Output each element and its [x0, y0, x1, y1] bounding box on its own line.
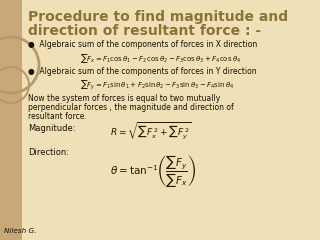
- Text: $\theta = \tan^{-1}\!\left(\dfrac{\sum F_y}{\sum F_x}\right)$: $\theta = \tan^{-1}\!\left(\dfrac{\sum F…: [110, 153, 196, 189]
- Text: $R = \sqrt{\sum F_x^{\,2} + \sum F_y^{\,2}}$: $R = \sqrt{\sum F_x^{\,2} + \sum F_y^{\,…: [110, 120, 191, 141]
- Text: direction of resultant force : -: direction of resultant force : -: [28, 24, 261, 38]
- Text: $\sum F_y = F_1\sin\theta_1 + F_2\sin\theta_2 - F_3\sin\theta_3 - F_4\sin\theta_: $\sum F_y = F_1\sin\theta_1 + F_2\sin\th…: [80, 79, 234, 92]
- Text: resultant force.: resultant force.: [28, 112, 87, 121]
- Text: Nilesh G.: Nilesh G.: [4, 228, 36, 234]
- Text: perpendicular forces , the magnitude and direction of: perpendicular forces , the magnitude and…: [28, 103, 234, 112]
- Text: Now the system of forces is equal to two mutually: Now the system of forces is equal to two…: [28, 94, 220, 103]
- Text: $\sum F_x = F_1\cos\theta_1 - F_2\cos\theta_2 - F_3\cos\theta_3 + F_4\cos\theta_: $\sum F_x = F_1\cos\theta_1 - F_2\cos\th…: [80, 52, 241, 65]
- Text: Direction:: Direction:: [28, 148, 69, 157]
- Bar: [0, 0, 22, 240]
- Text: Procedure to find magnitude and: Procedure to find magnitude and: [28, 10, 288, 24]
- Text: ●  Algebraic sum of the components of forces in X direction: ● Algebraic sum of the components of for…: [28, 40, 257, 49]
- Text: ●  Algebraic sum of the components of forces in Y direction: ● Algebraic sum of the components of for…: [28, 67, 257, 76]
- Text: Magnitude:: Magnitude:: [28, 124, 76, 133]
